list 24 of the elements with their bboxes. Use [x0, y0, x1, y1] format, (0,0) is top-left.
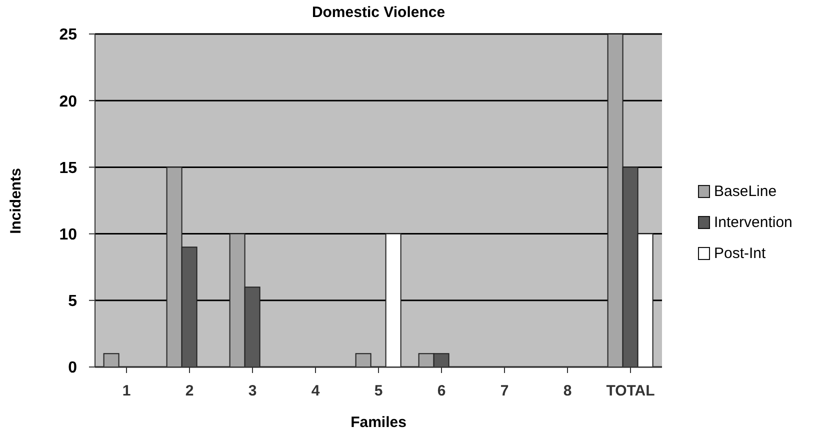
x-tick-label: TOTAL [606, 382, 655, 400]
x-tick-label: 6 [437, 382, 446, 400]
y-tick-label: 25 [59, 26, 78, 44]
y-tick-label: 10 [59, 226, 78, 244]
x-tick-label: 7 [500, 382, 509, 400]
x-tick-label: 2 [185, 382, 194, 400]
y-tick-label: 20 [59, 93, 78, 110]
bar [355, 353, 372, 367]
x-tick-label: 1 [122, 382, 131, 400]
x-tick-label: 4 [311, 382, 320, 400]
legend-label: Intervention [714, 214, 792, 231]
chart-title: Domestic Violence [310, 4, 446, 21]
x-tick-label: 8 [563, 382, 572, 400]
x-tick-label: 5 [374, 382, 383, 400]
legend-label: BaseLine [714, 183, 777, 200]
y-tick-label: 5 [68, 293, 78, 310]
x-tick-label: 3 [248, 382, 257, 400]
bar [385, 233, 402, 367]
legend-label: Post-Int [714, 245, 766, 262]
x-axis-title: Familes [350, 414, 408, 431]
y-tick-label: 15 [59, 160, 78, 177]
y-axis-title: Incidents [8, 168, 24, 234]
bar [103, 353, 120, 367]
y-tick-label: 0 [68, 360, 78, 377]
